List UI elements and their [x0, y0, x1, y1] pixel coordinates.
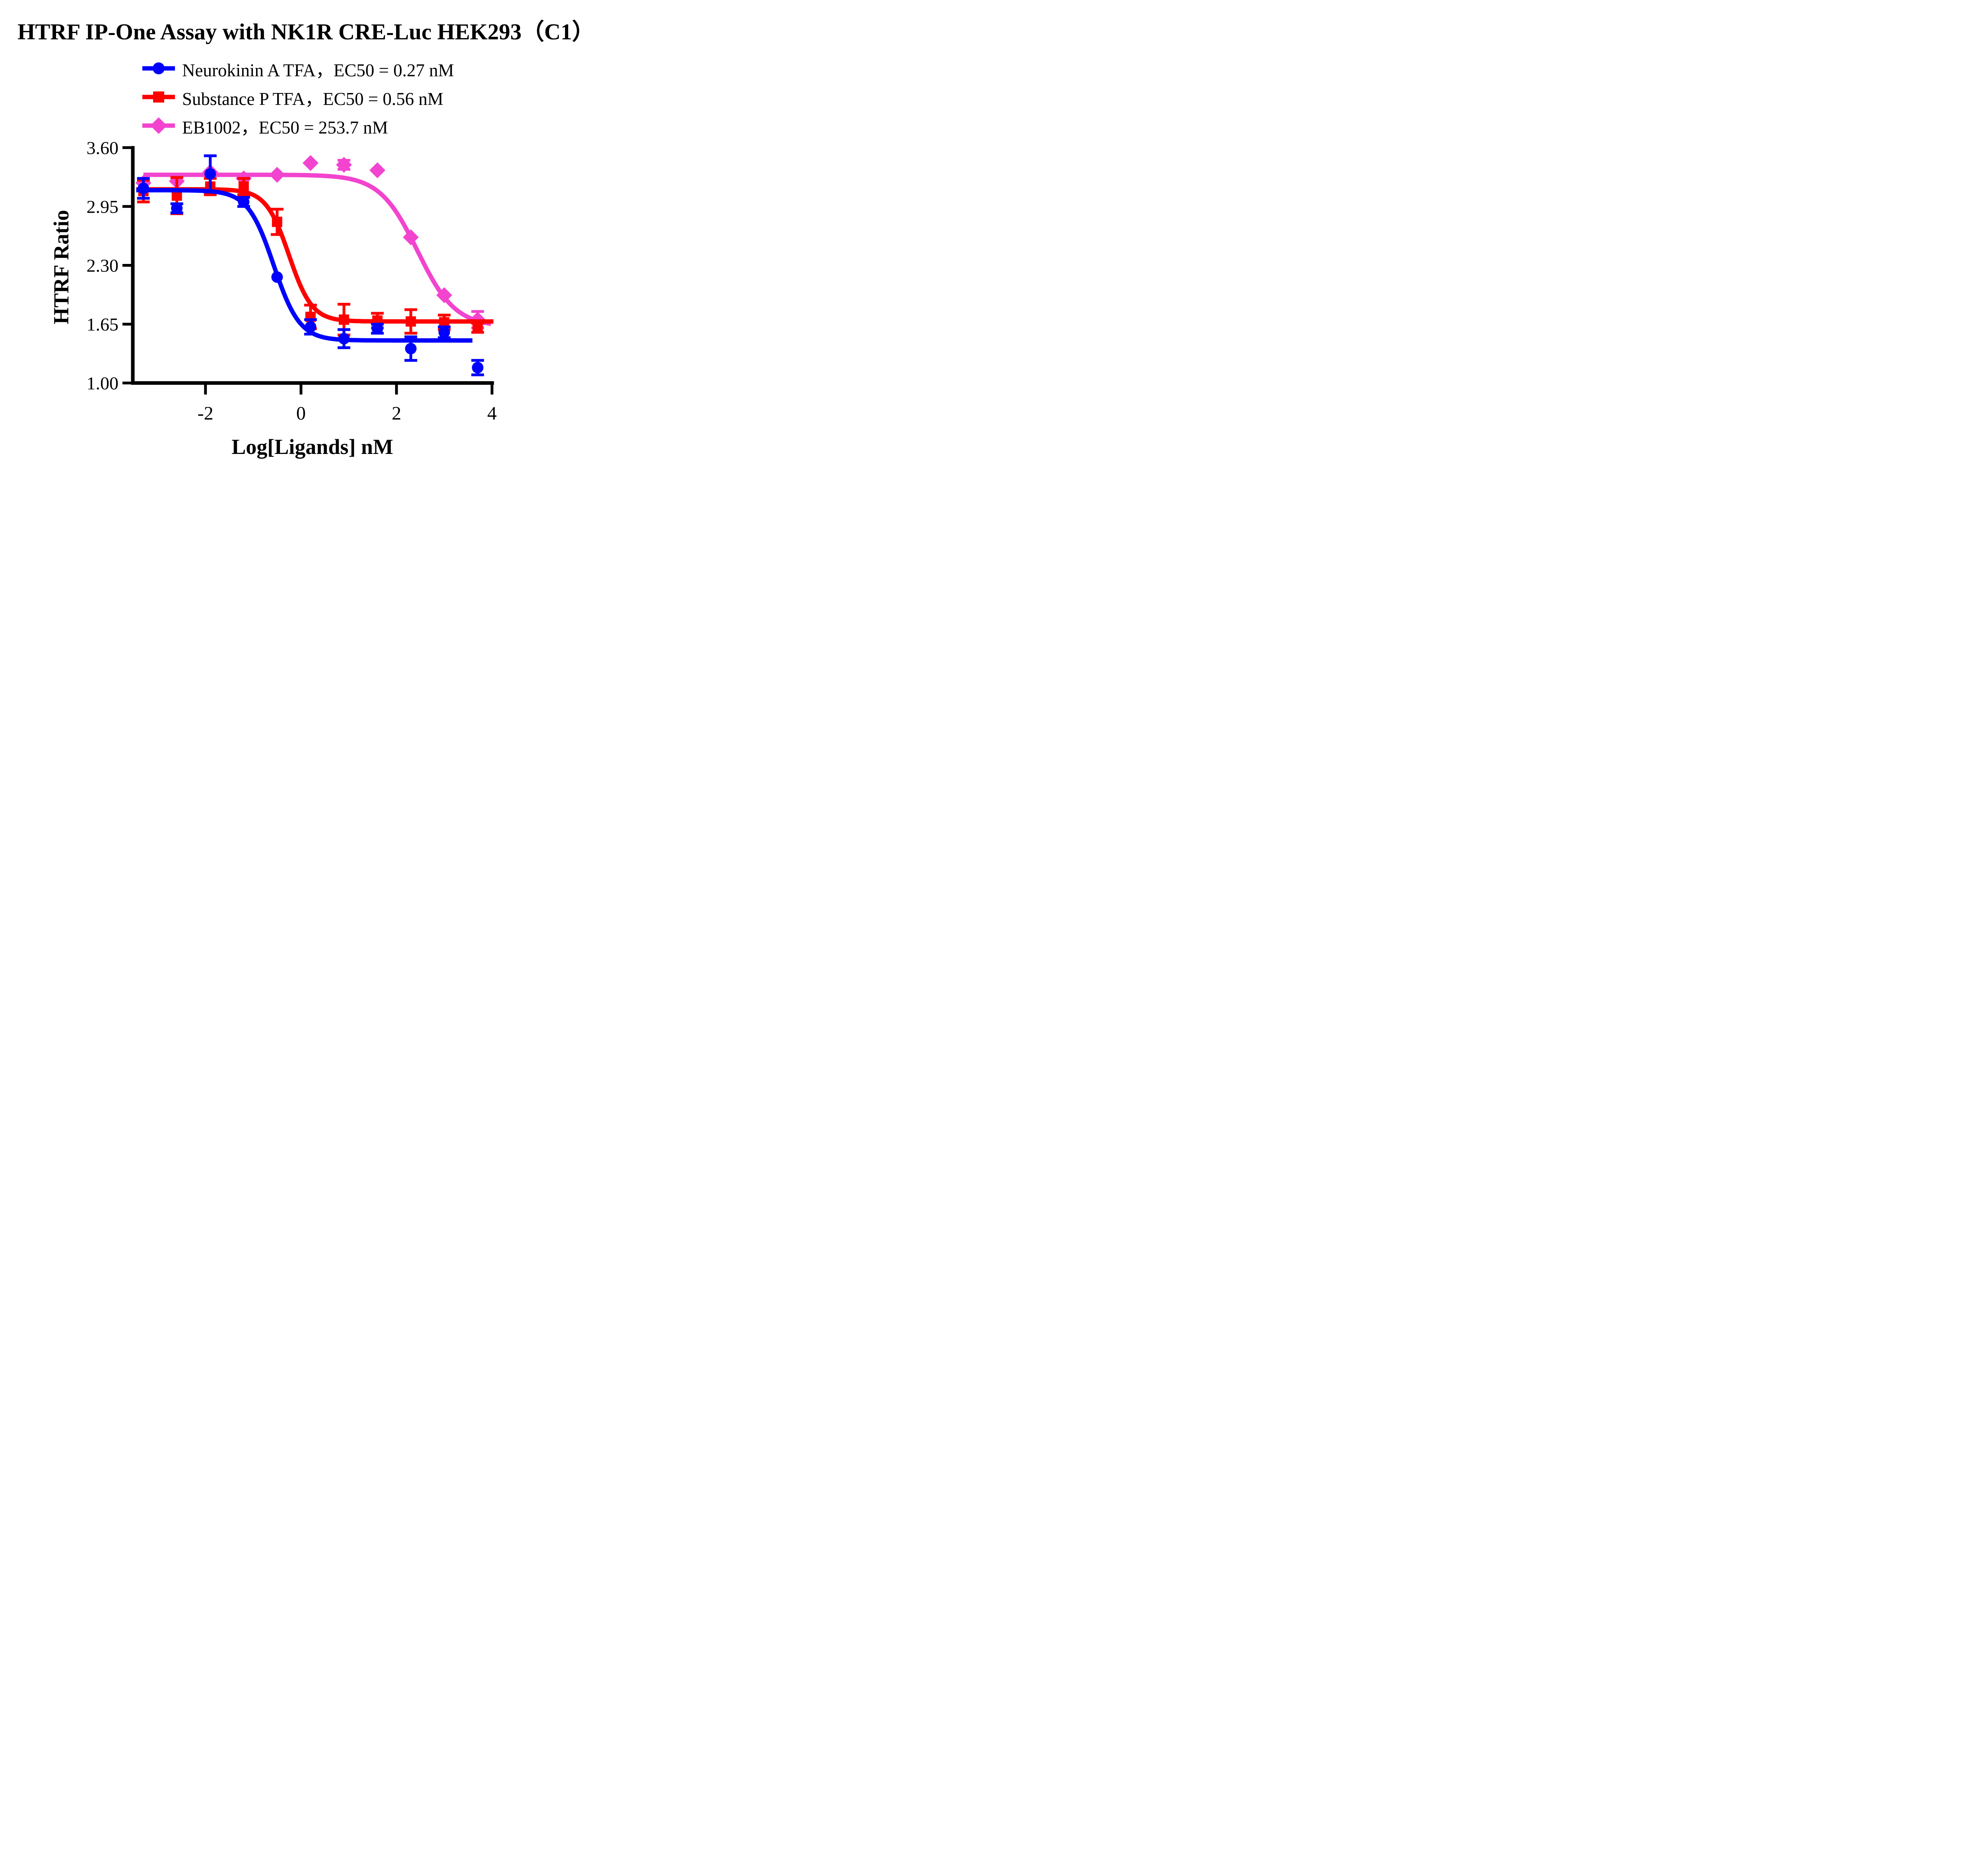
x-tick-label: 0	[296, 403, 306, 424]
data-point-circle	[171, 202, 183, 214]
data-point-square	[238, 181, 249, 192]
data-point-circle	[371, 323, 383, 335]
legend-label: Neurokinin A TFA，EC50 = 0.27 nM	[182, 60, 454, 80]
y-tick-label: 3.60	[87, 138, 119, 158]
y-tick-label: 1.00	[87, 373, 119, 394]
legend-item-substance-p: Substance P TFA，EC50 = 0.56 nM	[142, 87, 454, 109]
data-point-square	[406, 316, 416, 327]
data-point-diamond	[369, 162, 386, 178]
x-tick-label: -2	[198, 403, 214, 424]
fit-curve-neurokinin-a-tfa	[136, 188, 473, 343]
chart-title: HTRF IP-One Assay with NK1R CRE-Luc HEK2…	[17, 19, 595, 45]
fit-curve-substance-p-tfa	[136, 187, 493, 324]
page: { "chart_data": { "type": "scatter", "ti…	[0, 0, 623, 468]
data-point-circle	[271, 271, 283, 283]
y-tick-label: 2.95	[87, 196, 119, 217]
data-point-diamond	[436, 287, 452, 303]
x-tick-label: 2	[392, 403, 401, 424]
legend: Neurokinin A TFA，EC50 = 0.27 nM Substanc…	[142, 59, 454, 145]
data-point-diamond	[403, 229, 419, 245]
y-tick-label: 1.65	[87, 314, 119, 335]
circle-marker-icon	[142, 62, 175, 74]
data-point-diamond	[269, 167, 285, 183]
x-tick-label: 4	[487, 403, 497, 424]
data-point-square	[472, 322, 483, 333]
data-point-circle	[204, 168, 216, 180]
data-point-circle	[238, 196, 250, 208]
data-point-circle	[338, 333, 350, 345]
fit-curve-eb1002	[143, 173, 491, 326]
legend-item-eb1002: EB1002，EC50 = 253.7 nM	[142, 116, 454, 138]
data-point-circle	[472, 362, 483, 374]
data-point-diamond	[336, 157, 352, 173]
data-point-square	[339, 314, 349, 325]
legend-label: Substance P TFA，EC50 = 0.56 nM	[182, 89, 444, 109]
plot-area: 3.60 2.95 2.30 1.65 1.00 -2 0 2 4 HTRF Ratio Log[L…	[49, 138, 497, 459]
data-point-square	[272, 217, 282, 227]
data-point-circle	[138, 182, 149, 194]
data-point-circle	[438, 326, 450, 338]
x-axis-label: Log[Ligands] nM	[231, 435, 393, 459]
legend-label: EB1002，EC50 = 253.7 nM	[182, 117, 388, 138]
data-point-diamond	[303, 155, 319, 171]
y-tick-label: 2.30	[87, 255, 119, 275]
legend-item-neurokinin: Neurokinin A TFA，EC50 = 0.27 nM	[142, 59, 454, 80]
square-marker-icon	[142, 91, 175, 103]
y-axis-label: HTRF Ratio	[49, 210, 73, 324]
diamond-marker-icon	[142, 117, 175, 134]
data-point-circle	[305, 321, 316, 333]
data-point-circle	[405, 343, 417, 355]
